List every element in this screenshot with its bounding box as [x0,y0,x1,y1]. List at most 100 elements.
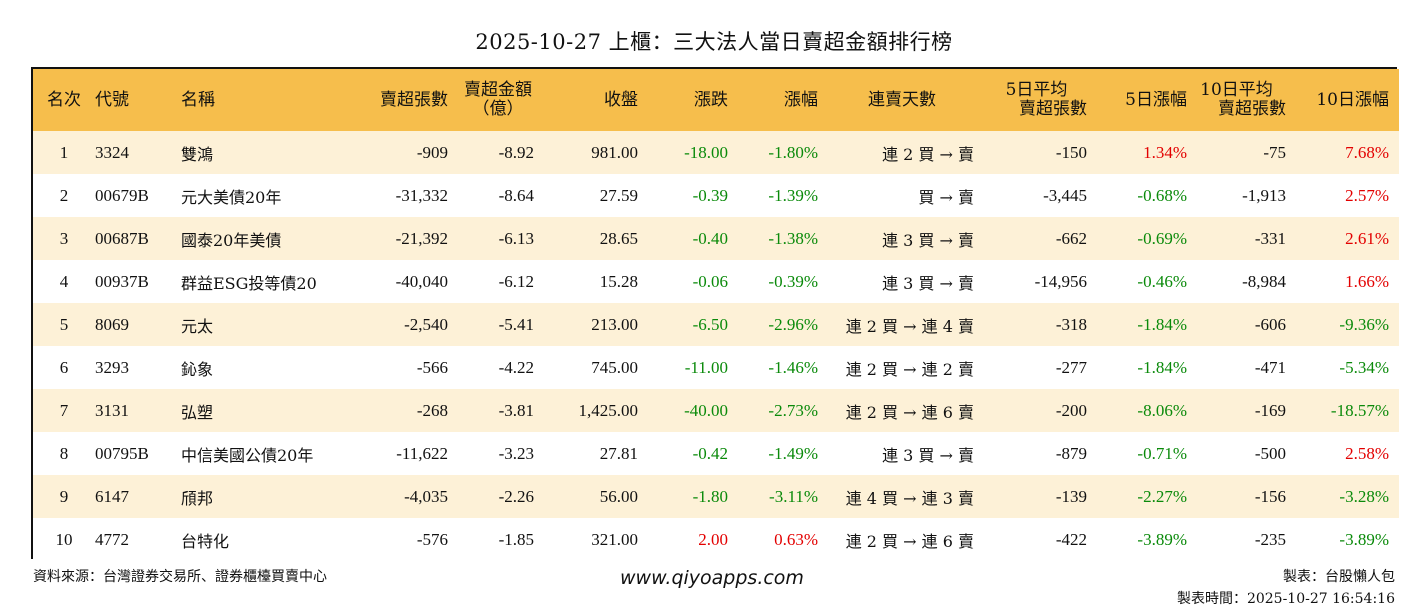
cell-pct: -1.80% [768,142,818,162]
cell-avg10: -75 [1263,142,1286,162]
header-avg10: 10日平均 賣超張數 [1200,80,1286,119]
cell-sell-lots: -909 [416,142,448,162]
cell-pct: -1.38% [768,228,818,248]
cell-avg5: -150 [1055,142,1087,162]
cell-avg5: -318 [1055,314,1087,334]
cell-pct10: -5.34% [1339,357,1389,377]
cell-avg5: -200 [1055,400,1087,420]
cell-change: -40.00 [684,400,728,420]
cell-rank: 3 [59,228,69,248]
table-row: 9 6147 頎邦 -4,035 -2.26 56.00 -1.80 -3.11% 連 4 買 … [33,475,1399,518]
cell-rank: 4 [59,271,69,291]
cell-rank: 8 [59,443,69,463]
cell-pct: -1.39% [768,185,818,205]
table-row: 10 4772 台特化 -576 -1.85 321.00 2.00 0.63% 連 2 買 →… [33,518,1399,561]
cell-change: -0.06 [692,271,728,291]
cell-sell-lots: -40,040 [395,271,448,291]
cell-change: -11.00 [684,357,728,377]
header-pct10: 10日漲幅 [1316,89,1389,110]
cell-streak: 連 3 買 → 賣 [882,230,974,250]
cell-streak: 連 2 買 → 連 6 賣 [845,531,974,551]
header-pct: 漲幅 [784,89,818,110]
cell-close: 27.81 [599,443,638,463]
header-close: 收盤 [604,89,638,110]
cell-sell-amount: -5.41 [498,314,534,334]
maker-label: 製表：台股懶人包 [1283,569,1395,585]
cell-sell-lots: -268 [416,400,448,420]
website-link[interactable]: www.qiyoapps.com [620,567,804,589]
cell-pct: -1.46% [768,357,818,377]
cell-close: 27.59 [599,185,638,205]
cell-avg5: -139 [1055,486,1087,506]
cell-sell-lots: -4,035 [404,486,448,506]
table-row: 7 3131 弘塑 -268 -3.81 1,425.00 -40.00 -2.73% 連 2 … [33,389,1399,432]
cell-pct10: -9.36% [1339,314,1389,334]
cell-pct: -3.11% [769,486,818,506]
cell-avg10: -8,984 [1242,271,1286,291]
cell-sell-amount: -8.92 [498,142,534,162]
header-name: 名稱 [181,89,215,110]
cell-streak: 連 2 買 → 賣 [882,144,974,164]
cell-pct10: -18.57% [1330,400,1389,420]
cell-sell-amount: -1.85 [498,529,534,549]
cell-sell-amount: -6.12 [498,271,534,291]
cell-code: 3131 [95,400,129,420]
cell-sell-lots: -566 [416,357,448,377]
cell-code: 3293 [95,357,129,377]
cell-pct5: -0.46% [1137,271,1187,291]
cell-avg10: -331 [1254,228,1286,248]
cell-avg5: -3,445 [1043,185,1087,205]
table-row: 3 00687B 國泰20年美債 -21,392 -6.13 28.65 -0.40 -1.3… [33,217,1399,260]
cell-pct10: 2.57% [1345,185,1389,205]
cell-streak: 連 2 買 → 連 4 賣 [845,316,974,336]
cell-rank: 7 [59,400,69,420]
cell-code: 00937B [95,271,149,291]
cell-code: 00687B [95,228,149,248]
data-source: 資料來源：台灣證券交易所、證券櫃檯買賣中心 [33,569,327,585]
cell-pct10: 2.58% [1345,443,1389,463]
cell-sell-lots: -21,392 [395,228,448,248]
cell-pct5: -0.69% [1137,228,1187,248]
cell-streak: 連 2 買 → 連 6 賣 [845,402,974,422]
cell-sell-amount: -8.64 [498,185,534,205]
cell-pct10: 1.66% [1345,271,1389,291]
cell-name: 台特化 [181,531,230,551]
footer-credits: 製表：台股懶人包 製表時間：2025-10-27 16:54:16 [1177,566,1395,610]
cell-pct: 0.63% [774,529,818,549]
header-streak: 連賣天數 [868,89,936,110]
cell-close: 15.28 [599,271,638,291]
cell-sell-lots: -576 [416,529,448,549]
cell-sell-lots: -11,622 [396,443,448,463]
cell-code: 4772 [95,529,129,549]
cell-avg5: -879 [1055,443,1087,463]
cell-name: 弘塑 [181,402,214,422]
table-row: 6 3293 鈊象 -566 -4.22 745.00 -11.00 -1.46% 連 2 買 … [33,346,1399,389]
cell-pct5: -8.06% [1137,400,1187,420]
cell-sell-amount: -6.13 [498,228,534,248]
table-row: 8 00795B 中信美國公債20年 -11,622 -3.23 27.81 -0.42 -1… [33,432,1399,475]
cell-streak: 連 3 買 → 賣 [882,273,974,293]
cell-rank: 5 [59,314,69,334]
cell-close: 56.00 [599,486,638,506]
cell-rank: 10 [55,529,73,549]
cell-streak: 連 3 買 → 賣 [882,445,974,465]
cell-code: 00795B [95,443,149,463]
cell-name: 鈊象 [181,359,214,379]
cell-pct: -2.73% [768,400,818,420]
cell-code: 00679B [95,185,149,205]
cell-pct10: 7.68% [1345,142,1389,162]
header-sell-lots: 賣超張數 [380,89,448,110]
cell-avg10: -169 [1254,400,1286,420]
cell-avg5: -277 [1055,357,1087,377]
cell-change: -0.39 [692,185,728,205]
cell-rank: 1 [59,142,69,162]
header-change: 漲跌 [694,89,728,110]
cell-pct5: -0.71% [1137,443,1187,463]
cell-pct5: -3.89% [1137,529,1187,549]
cell-name: 元大美債20年 [181,187,282,207]
cell-sell-amount: -2.26 [498,486,534,506]
header-rank: 名次 [47,89,81,110]
cell-sell-amount: -4.22 [498,357,534,377]
cell-streak: 買 → 賣 [918,187,974,207]
cell-name: 元太 [181,316,214,336]
